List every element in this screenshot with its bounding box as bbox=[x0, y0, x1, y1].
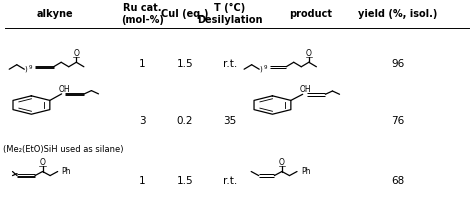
Text: (Me₂(EtO)SiH used as silane): (Me₂(EtO)SiH used as silane) bbox=[3, 145, 124, 154]
Text: yield (%, isol.): yield (%, isol.) bbox=[358, 9, 438, 19]
Text: OH: OH bbox=[58, 85, 70, 94]
Text: r.t.: r.t. bbox=[223, 59, 237, 69]
Text: Ph: Ph bbox=[301, 167, 310, 176]
Text: O: O bbox=[279, 158, 285, 167]
Text: T (°C)
Desilylation: T (°C) Desilylation bbox=[197, 3, 263, 25]
Text: OH: OH bbox=[299, 85, 311, 94]
Text: alkyne: alkyne bbox=[36, 9, 73, 19]
Text: 9: 9 bbox=[29, 65, 33, 70]
Text: ): ) bbox=[260, 65, 263, 72]
Text: O: O bbox=[40, 158, 46, 167]
Text: 0.2: 0.2 bbox=[177, 116, 193, 126]
Text: 76: 76 bbox=[391, 116, 404, 126]
Text: 9: 9 bbox=[264, 65, 267, 70]
Text: 3: 3 bbox=[139, 116, 146, 126]
Text: Ph: Ph bbox=[62, 167, 71, 176]
Text: CuI (eq.): CuI (eq.) bbox=[161, 9, 209, 19]
Text: ): ) bbox=[25, 65, 27, 72]
Text: 35: 35 bbox=[223, 116, 237, 126]
Text: 96: 96 bbox=[391, 59, 404, 69]
Text: 1.5: 1.5 bbox=[177, 176, 193, 186]
Text: 1: 1 bbox=[139, 59, 146, 69]
Text: product: product bbox=[289, 9, 332, 19]
Text: 68: 68 bbox=[391, 176, 404, 186]
Text: O: O bbox=[73, 49, 79, 58]
Text: Ru cat.
(mol-%): Ru cat. (mol-%) bbox=[121, 3, 164, 25]
Text: 1.5: 1.5 bbox=[177, 59, 193, 69]
Text: 1: 1 bbox=[139, 176, 146, 186]
Text: O: O bbox=[306, 49, 312, 58]
Text: r.t.: r.t. bbox=[223, 176, 237, 186]
